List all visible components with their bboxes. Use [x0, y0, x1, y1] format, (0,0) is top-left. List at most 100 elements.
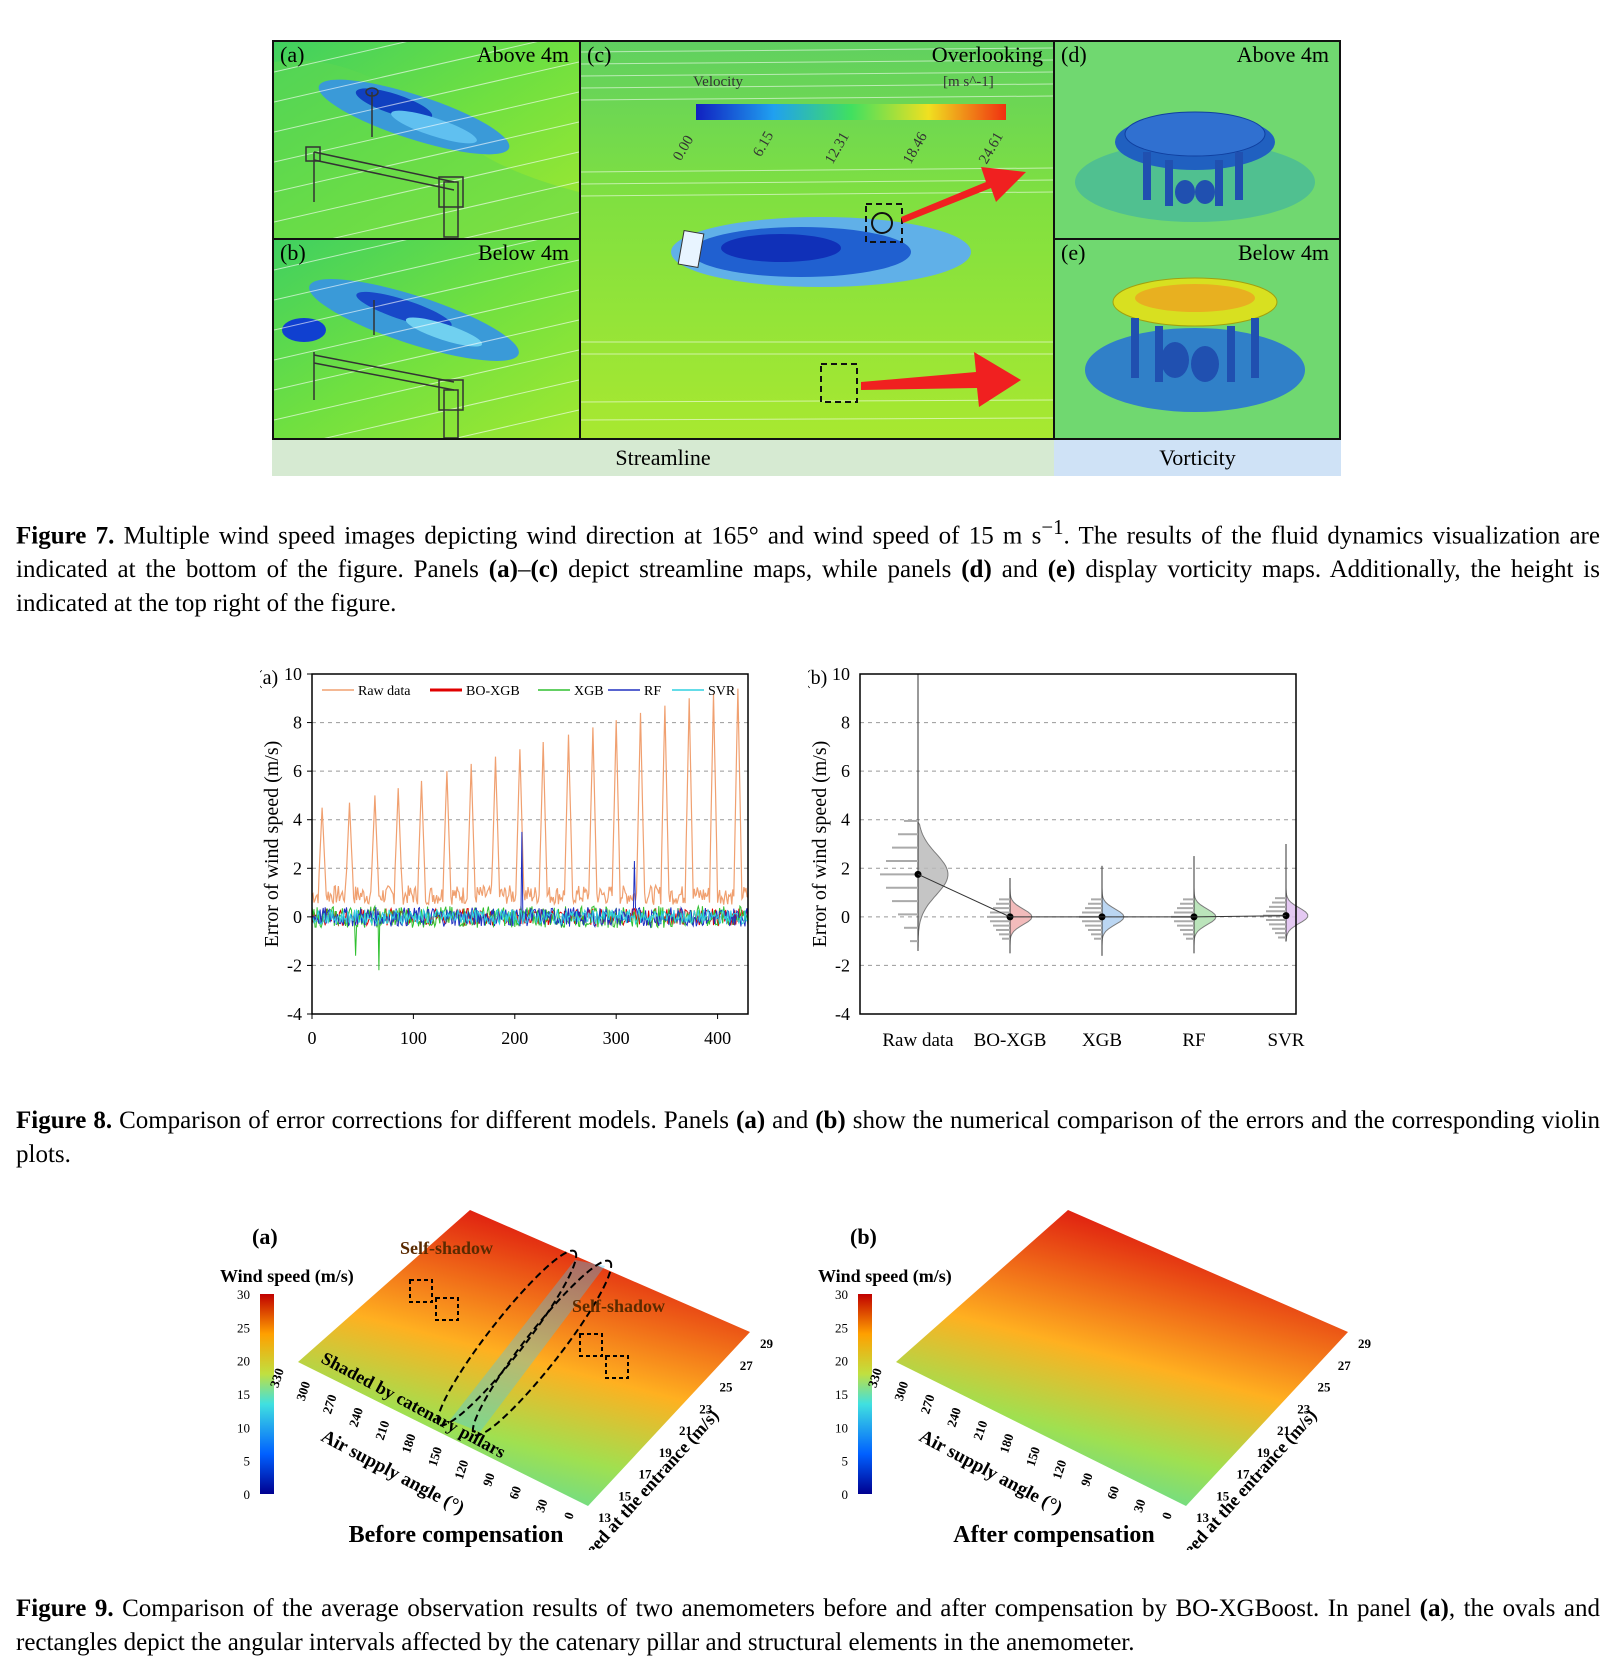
colorbar-title: Velocity — [693, 74, 743, 90]
y-tick-label-3: 2 — [841, 858, 850, 878]
panel-label: (b) — [850, 1224, 877, 1249]
annotation-self-shadow-1: Self-shadow — [400, 1238, 493, 1258]
surface-after: (b)Wind speed (m/s)051015202530330300270… — [818, 1210, 1372, 1550]
y-tick-6: 25 — [720, 1380, 734, 1395]
x-tick-8: 90 — [1077, 1471, 1095, 1488]
y-tick-7: 27 — [1338, 1358, 1352, 1373]
y-tick-1: 15 — [1216, 1488, 1230, 1503]
panel-d-height: Above 4m — [1236, 42, 1329, 67]
colorbar-tick-2: 10 — [835, 1420, 848, 1435]
figure-7-caption-sup: −1 — [1041, 515, 1064, 539]
y-tick-label-0: -4 — [835, 1004, 850, 1024]
panel-label-8a: (a) — [260, 667, 278, 689]
figure-7-caption-p4: (e) — [1047, 556, 1076, 584]
y-tick-label-6: 8 — [293, 713, 302, 733]
y-tick-label-6: 8 — [841, 713, 850, 733]
y-tick-label-1: -2 — [287, 955, 302, 975]
y-tick-label-1: -2 — [835, 955, 850, 975]
legend-label-0: Raw data — [358, 684, 411, 699]
x-tick-1: 300 — [293, 1379, 313, 1402]
y-tick-8: 29 — [760, 1336, 774, 1351]
figure-7-caption-label: Figure 7. — [16, 522, 115, 550]
y-axis-label-8a: Error of wind speed (m/s) — [261, 741, 283, 948]
surface-plane — [896, 1210, 1348, 1506]
x-axis-label: Air supply angle (°) — [318, 1426, 468, 1519]
streamline-map-c — [581, 42, 1053, 438]
y-tick-2: 17 — [639, 1467, 653, 1482]
legend-label-4: SVR — [708, 684, 736, 699]
figure-8-caption-p2: (b) — [815, 1107, 846, 1134]
x-tick-6: 150 — [425, 1445, 445, 1468]
colorbar-tick-4: 20 — [237, 1354, 250, 1369]
x-tick-0: 330 — [267, 1366, 287, 1389]
x-tick-11: 0 — [561, 1510, 577, 1521]
streamline-band: Streamline — [272, 440, 1054, 476]
colorbar-tick-5: 25 — [237, 1320, 250, 1335]
figure-7-caption-p1: (a) — [488, 556, 518, 584]
figure-7-caption-p3: (d) — [961, 556, 992, 584]
y-tick-0: 13 — [1196, 1510, 1210, 1525]
y-tick-label-5: 6 — [841, 761, 850, 781]
figure-7-caption-p2: (c) — [530, 556, 559, 584]
x-tick-0: 330 — [865, 1366, 885, 1389]
x-tick-2: 270 — [319, 1392, 339, 1415]
x-tick-3: 240 — [944, 1406, 964, 1429]
arrow-to-e-icon — [861, 352, 1021, 407]
x-tick-label-1: 100 — [400, 1028, 427, 1048]
violin-1 — [1009, 878, 1033, 954]
panel-a-streamline: (a) Above 4m — [272, 40, 581, 240]
y-tick-label-5: 6 — [293, 761, 302, 781]
y-axis-label-8b: Error of wind speed (m/s) — [809, 741, 831, 948]
y-tick-4: 21 — [1277, 1423, 1290, 1438]
violin-3 — [1193, 856, 1217, 954]
colorbar — [858, 1294, 872, 1494]
x-tick-label-3: 300 — [603, 1028, 630, 1048]
x-tick-2: 270 — [917, 1392, 937, 1415]
streamline-map-a — [274, 42, 579, 238]
y-tick-label-4: 4 — [841, 810, 850, 830]
vorticity-map-e — [1055, 240, 1339, 438]
legend-label-1: BO-XGB — [466, 684, 520, 699]
figure-7-caption-t4: depict streamline maps, while panels — [558, 556, 962, 584]
figure-8: -4 -2 0 2 4 6 8 10 0 100 200 300 400 Raw data BO-XGB XG… — [0, 660, 1620, 1080]
x-tick-label-4: 400 — [704, 1028, 731, 1048]
x-tick-8: 90 — [479, 1471, 497, 1488]
figure-8-caption-t3: show the numerical comparison of the err… — [16, 1107, 1601, 1168]
series-line-svr — [311, 908, 749, 927]
colorbar-tick-3: 15 — [835, 1387, 848, 1402]
shadow-oval-1 — [436, 1249, 578, 1427]
legend-label-2: XGB — [574, 684, 604, 699]
figure-8-caption-label: Figure 8. — [16, 1107, 113, 1134]
panel-c-label: (c) — [587, 42, 612, 67]
panel-c-view: Overlooking — [931, 42, 1043, 67]
figure-7-caption-t2: . The results of the fluid dynamics visu… — [16, 522, 1600, 584]
plot-frame — [859, 673, 1297, 1015]
x-tick-5: 180 — [996, 1432, 1016, 1455]
figure-7-caption-t6: display vorticity maps. Additionally, th… — [16, 556, 1600, 618]
series-line-raw-data — [311, 688, 749, 907]
x-tick-6: 150 — [1023, 1445, 1043, 1468]
y-tick-label-2: 0 — [293, 907, 302, 927]
colorbar-tick-0: 0 — [244, 1487, 251, 1502]
figure-8-caption: Figure 8. Comparison of error correction… — [16, 1104, 1600, 1172]
y-tick-label-7: 10 — [832, 664, 850, 684]
shaded-band — [450, 1260, 605, 1432]
y-tick-label-7: 10 — [284, 664, 302, 684]
colorbar-tick-4: 20 — [835, 1354, 848, 1369]
y-tick-8: 29 — [1358, 1336, 1372, 1351]
panel-e-height: Below 4m — [1237, 240, 1329, 265]
y-tick-label-4: 4 — [293, 810, 302, 830]
surface-title: Before compensation — [349, 1522, 564, 1548]
vorticity-band: Vorticity — [1054, 440, 1341, 476]
x-category-label-0: Raw data — [882, 1030, 954, 1051]
x-tick-5: 180 — [398, 1432, 418, 1455]
violin-4 — [1285, 844, 1309, 942]
x-axis-label: Air supply angle (°) — [916, 1426, 1066, 1519]
colorbar-tick-3: 15 — [237, 1387, 250, 1402]
colorbar-tick-2: 10 — [237, 1420, 250, 1435]
structure-rect-3 — [605, 1355, 629, 1379]
colorbar-tick-5: 25 — [835, 1320, 848, 1335]
y-tick-0: 13 — [598, 1510, 612, 1525]
colorbar-tick-1: 5 — [842, 1454, 849, 1469]
